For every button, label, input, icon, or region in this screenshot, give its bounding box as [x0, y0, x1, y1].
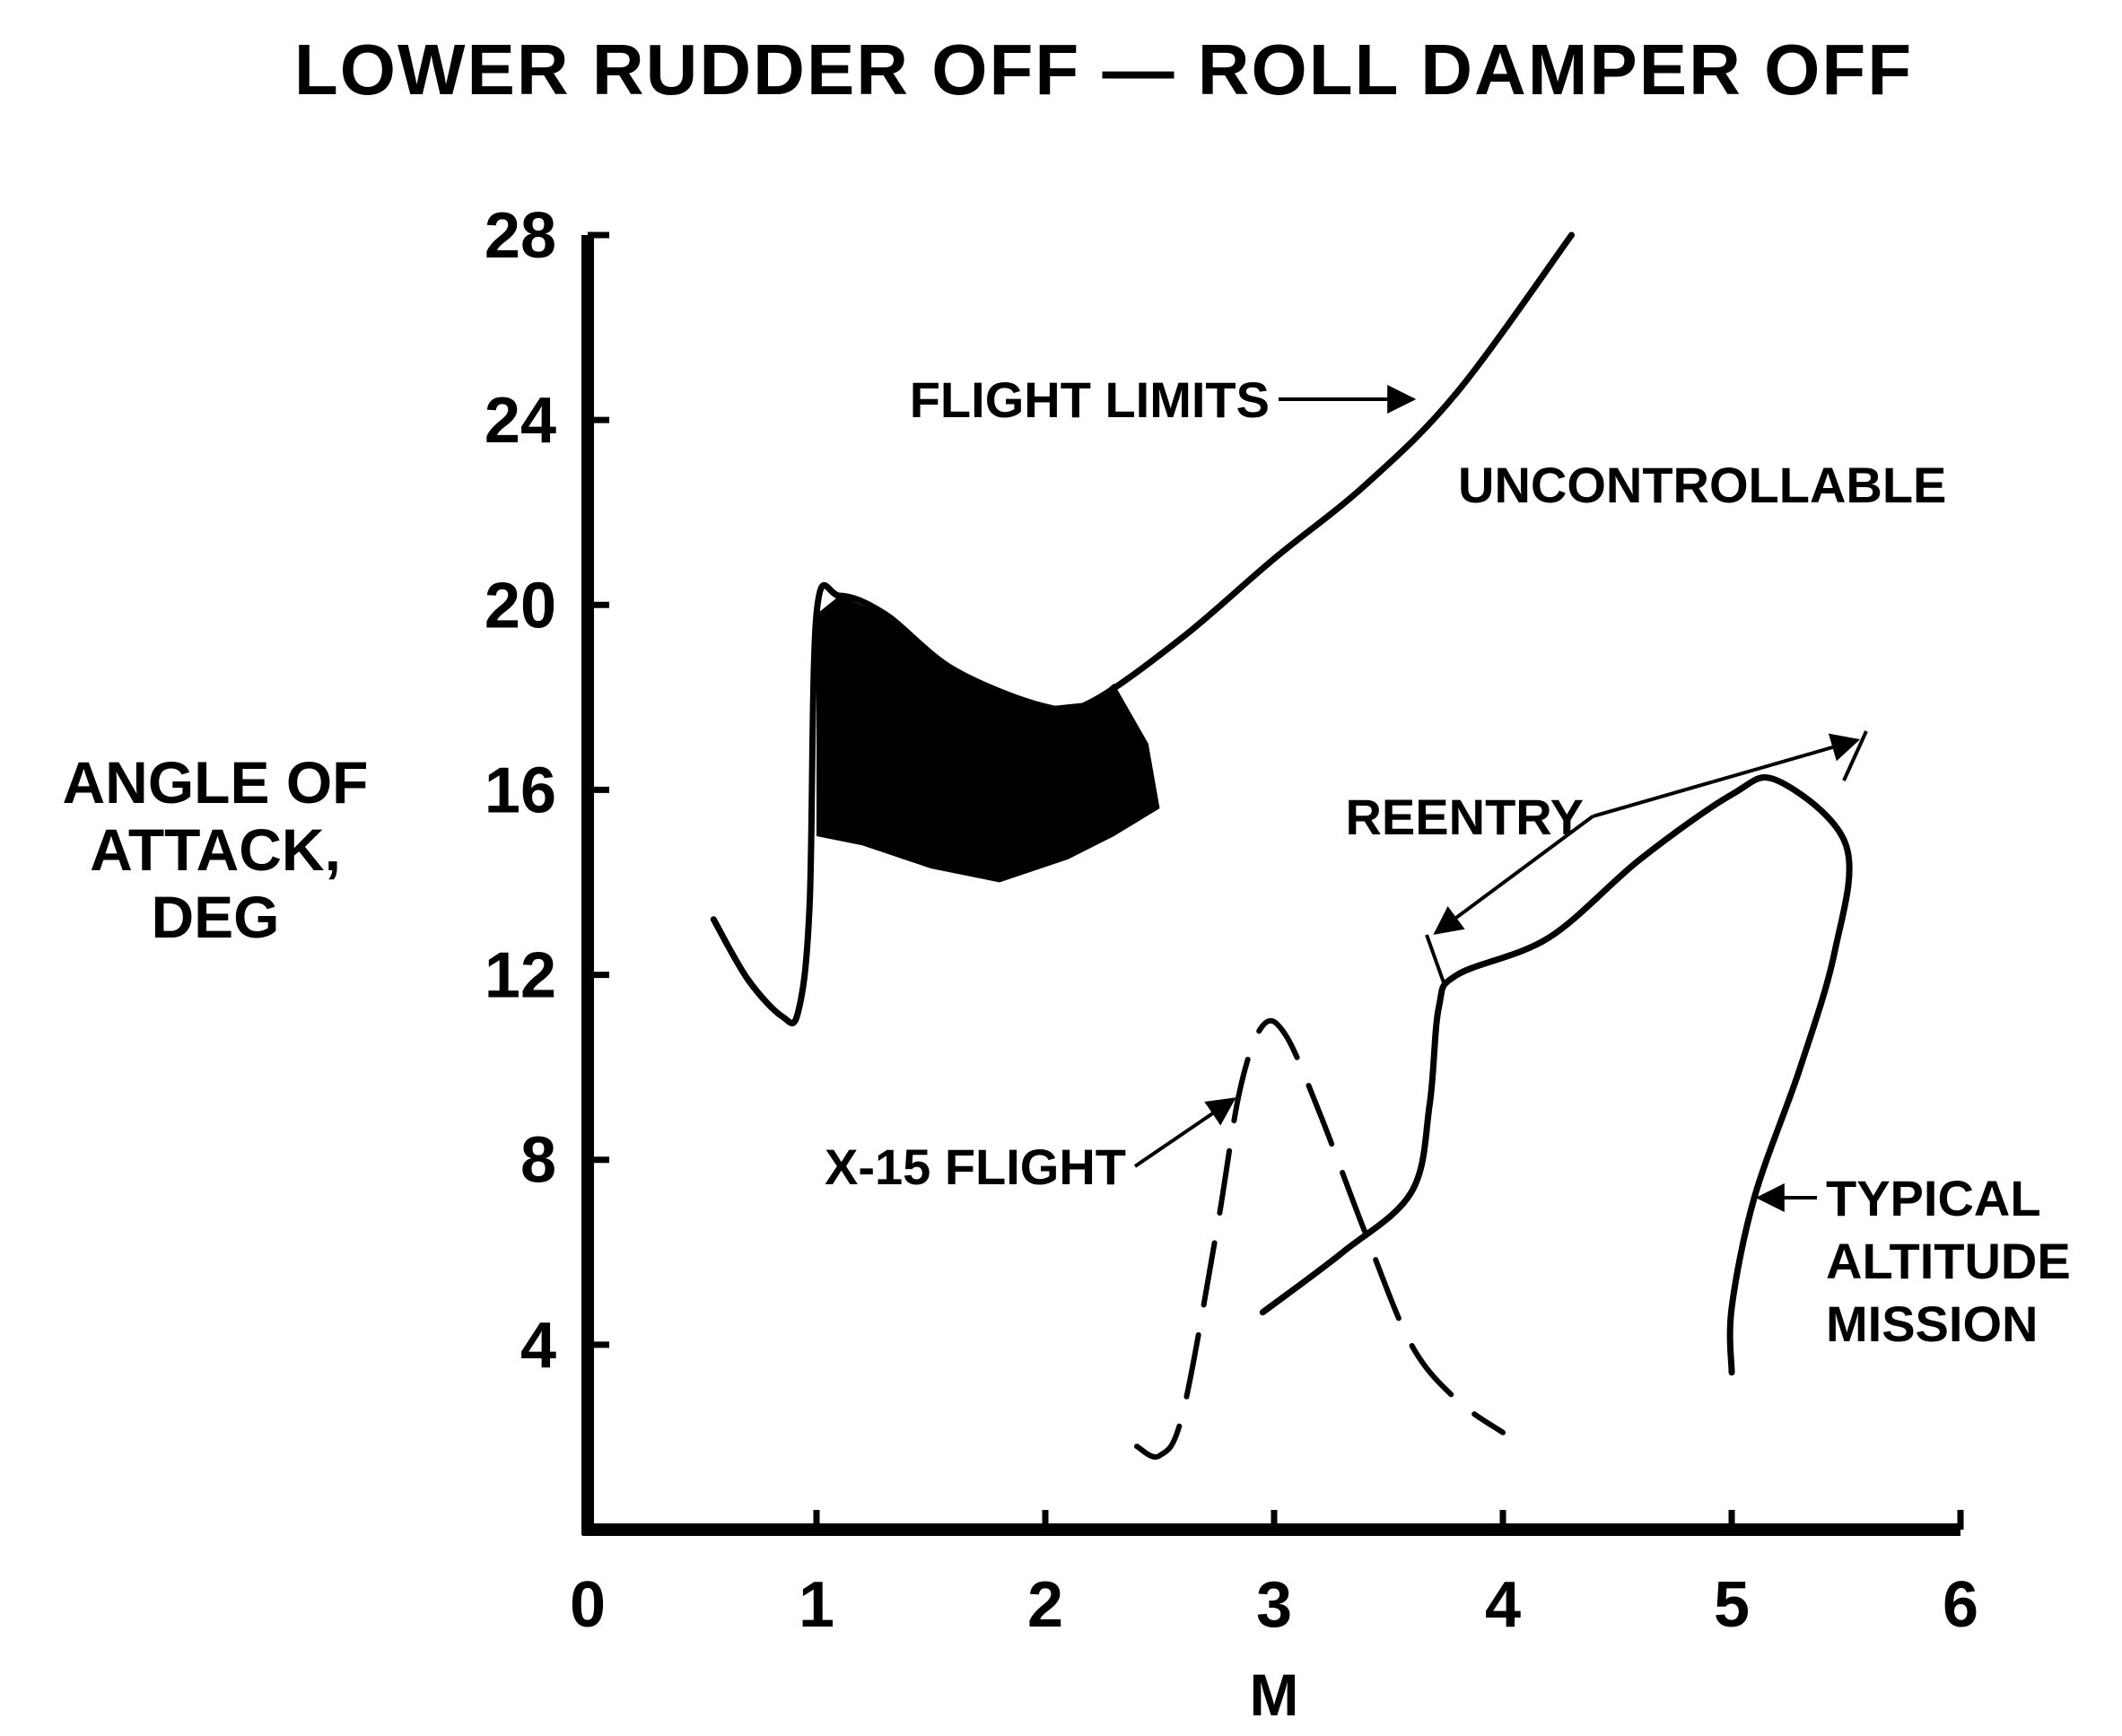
- typical-altitude-mission-label: TYPICAL ALTITUDE MISSION: [1826, 1170, 2071, 1352]
- y-axis-label: ANGLE OF ATTACK, DEG: [63, 749, 369, 950]
- uncontrollable-region: [1091, 235, 1869, 846]
- x-tick-label-5: 5: [1714, 1569, 1750, 1641]
- series-line-reentry: [1259, 774, 1853, 1376]
- y-tick-label-8: 8: [520, 1125, 556, 1197]
- x-tick-label-0: 0: [570, 1569, 606, 1641]
- y-tick-label-24: 24: [485, 385, 556, 457]
- y-axis-label-line-2: ATTACK,: [90, 816, 341, 883]
- reentry-bracket-top: [1842, 730, 1868, 781]
- x-tick-label-3: 3: [1256, 1569, 1292, 1641]
- x-tick-label-1: 1: [799, 1569, 834, 1641]
- y-tick-label-20: 20: [485, 570, 556, 641]
- flight-limits-label: FLIGHT LIMITS: [910, 371, 1270, 428]
- y-tick-label-28: 28: [485, 200, 556, 272]
- typical-altitude-mission-line-2: ALTITUDE: [1826, 1233, 2071, 1289]
- y-axis-label-line-3: DEG: [151, 884, 279, 950]
- y-axis-label-line-1: ANGLE OF: [63, 749, 369, 816]
- uncontrollable-band-fade: [1068, 623, 1206, 859]
- x15-flight-label: X-15 FLIGHT: [825, 1138, 1126, 1195]
- series-line-flight-limits: [710, 231, 1575, 1026]
- y-tick-label-16: 16: [485, 755, 556, 826]
- x15-flight-arrow: [1133, 1097, 1236, 1168]
- x-tick-label-6: 6: [1943, 1569, 1978, 1641]
- x-axis-label: M: [1250, 1662, 1299, 1728]
- x-tick-label-4: 4: [1485, 1569, 1521, 1641]
- typical-altitude-mission-line-1: TYPICAL: [1826, 1170, 2041, 1226]
- series-line-x-15-flight: [1134, 1017, 1506, 1460]
- annotations: FLIGHT LIMITS UNCONTROLLABLE REENTRY X-1…: [825, 371, 2071, 1352]
- typical-altitude-mission-line-3: MISSION: [1826, 1295, 2038, 1352]
- chart-title: LOWER RUDDER OFF — ROLL DAMPER OFF: [294, 30, 1913, 109]
- reentry-label: REENTRY: [1345, 789, 1584, 845]
- x-tick-label-2: 2: [1027, 1569, 1063, 1641]
- reentry-arrow-down: [1433, 815, 1594, 935]
- reentry-arrow-up: [1592, 733, 1861, 818]
- uncontrollable-band: [816, 596, 1160, 883]
- y-tick-label-4: 4: [520, 1310, 556, 1382]
- uncontrollable-label: UNCONTROLLABLE: [1458, 457, 1946, 513]
- y-tick-label-12: 12: [485, 940, 556, 1012]
- reentry-bracket-bottom: [1425, 934, 1446, 986]
